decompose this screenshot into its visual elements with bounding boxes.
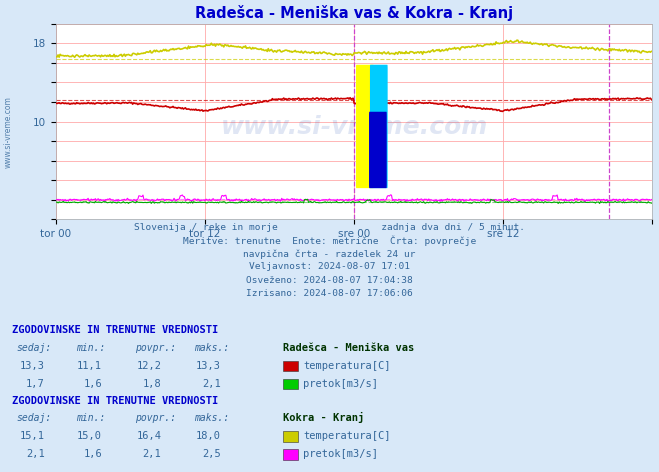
Text: Meritve: trenutne  Enote: metrične  Črta: povprečje: Meritve: trenutne Enote: metrične Črta: …: [183, 236, 476, 246]
Text: pretok[m3/s]: pretok[m3/s]: [303, 379, 378, 388]
Text: Osveženo: 2024-08-07 17:04:38: Osveženo: 2024-08-07 17:04:38: [246, 276, 413, 285]
Text: min.:: min.:: [76, 413, 105, 423]
Text: 11,1: 11,1: [77, 361, 102, 371]
Text: 18,0: 18,0: [196, 431, 221, 441]
Text: 12,2: 12,2: [136, 361, 161, 371]
Text: 2,1: 2,1: [143, 449, 161, 459]
Text: ZGODOVINSKE IN TRENUTNE VREDNOSTI: ZGODOVINSKE IN TRENUTNE VREDNOSTI: [12, 325, 218, 335]
Text: Izrisano: 2024-08-07 17:06:06: Izrisano: 2024-08-07 17:06:06: [246, 289, 413, 298]
Text: sedaj:: sedaj:: [16, 343, 51, 353]
Text: 1,6: 1,6: [84, 449, 102, 459]
Text: povpr.:: povpr.:: [135, 413, 176, 423]
Text: pretok[m3/s]: pretok[m3/s]: [303, 449, 378, 459]
Text: Radešca - Meniška vas: Radešca - Meniška vas: [283, 343, 415, 353]
Text: 13,3: 13,3: [20, 361, 45, 371]
Text: povpr.:: povpr.:: [135, 343, 176, 353]
Text: navpična črta - razdelek 24 ur: navpična črta - razdelek 24 ur: [243, 249, 416, 259]
Text: www.si-vreme.com: www.si-vreme.com: [221, 116, 488, 139]
Text: 1,6: 1,6: [84, 379, 102, 388]
Text: Veljavnost: 2024-08-07 17:01: Veljavnost: 2024-08-07 17:01: [249, 262, 410, 271]
Text: ZGODOVINSKE IN TRENUTNE VREDNOSTI: ZGODOVINSKE IN TRENUTNE VREDNOSTI: [12, 396, 218, 405]
Text: 15,1: 15,1: [20, 431, 45, 441]
Text: Slovenija / reke in morje                  zadnja dva dni / 5 minut.: Slovenija / reke in morje zadnja dva dni…: [134, 223, 525, 232]
Text: 13,3: 13,3: [196, 361, 221, 371]
Text: maks.:: maks.:: [194, 413, 229, 423]
Text: Kokra - Kranj: Kokra - Kranj: [283, 413, 364, 423]
FancyBboxPatch shape: [369, 112, 387, 188]
Text: 16,4: 16,4: [136, 431, 161, 441]
Text: 15,0: 15,0: [77, 431, 102, 441]
Text: www.si-vreme.com: www.si-vreme.com: [3, 96, 13, 168]
Text: maks.:: maks.:: [194, 343, 229, 353]
Text: 2,1: 2,1: [202, 379, 221, 388]
Text: 1,8: 1,8: [143, 379, 161, 388]
Text: min.:: min.:: [76, 343, 105, 353]
FancyBboxPatch shape: [356, 65, 374, 188]
Text: sedaj:: sedaj:: [16, 413, 51, 423]
Text: 1,7: 1,7: [26, 379, 45, 388]
FancyBboxPatch shape: [370, 65, 387, 188]
Title: Radešca - Meniška vas & Kokra - Kranj: Radešca - Meniška vas & Kokra - Kranj: [195, 5, 513, 21]
Text: 2,5: 2,5: [202, 449, 221, 459]
Text: 2,1: 2,1: [26, 449, 45, 459]
Text: temperatura[C]: temperatura[C]: [303, 361, 391, 371]
Text: temperatura[C]: temperatura[C]: [303, 431, 391, 441]
